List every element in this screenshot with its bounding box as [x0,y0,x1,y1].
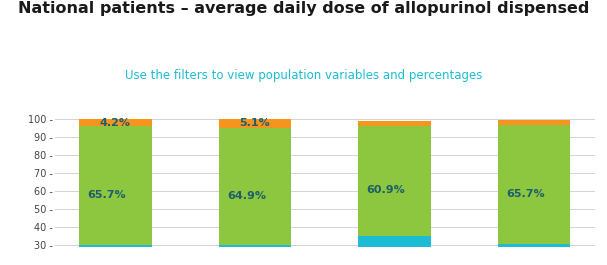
Bar [498,244,571,247]
Bar [79,245,152,247]
Bar [358,236,431,247]
Bar [498,125,571,244]
Bar [79,119,152,126]
Bar [358,126,431,236]
Bar [219,118,291,128]
Bar [219,245,291,247]
Bar [219,128,291,245]
Bar [498,120,571,125]
Text: 65.7%: 65.7% [87,191,126,200]
Text: 4.2%: 4.2% [100,118,131,127]
Text: 65.7%: 65.7% [506,189,544,199]
Text: 5.1%: 5.1% [240,118,270,128]
Text: 60.9%: 60.9% [367,185,405,195]
Text: National patients – average daily dose of allopurinol dispensed: National patients – average daily dose o… [18,1,589,16]
Text: Use the filters to view population variables and percentages: Use the filters to view population varia… [125,69,482,82]
Bar [358,121,431,126]
Bar [79,126,152,245]
Text: 64.9%: 64.9% [227,191,266,201]
